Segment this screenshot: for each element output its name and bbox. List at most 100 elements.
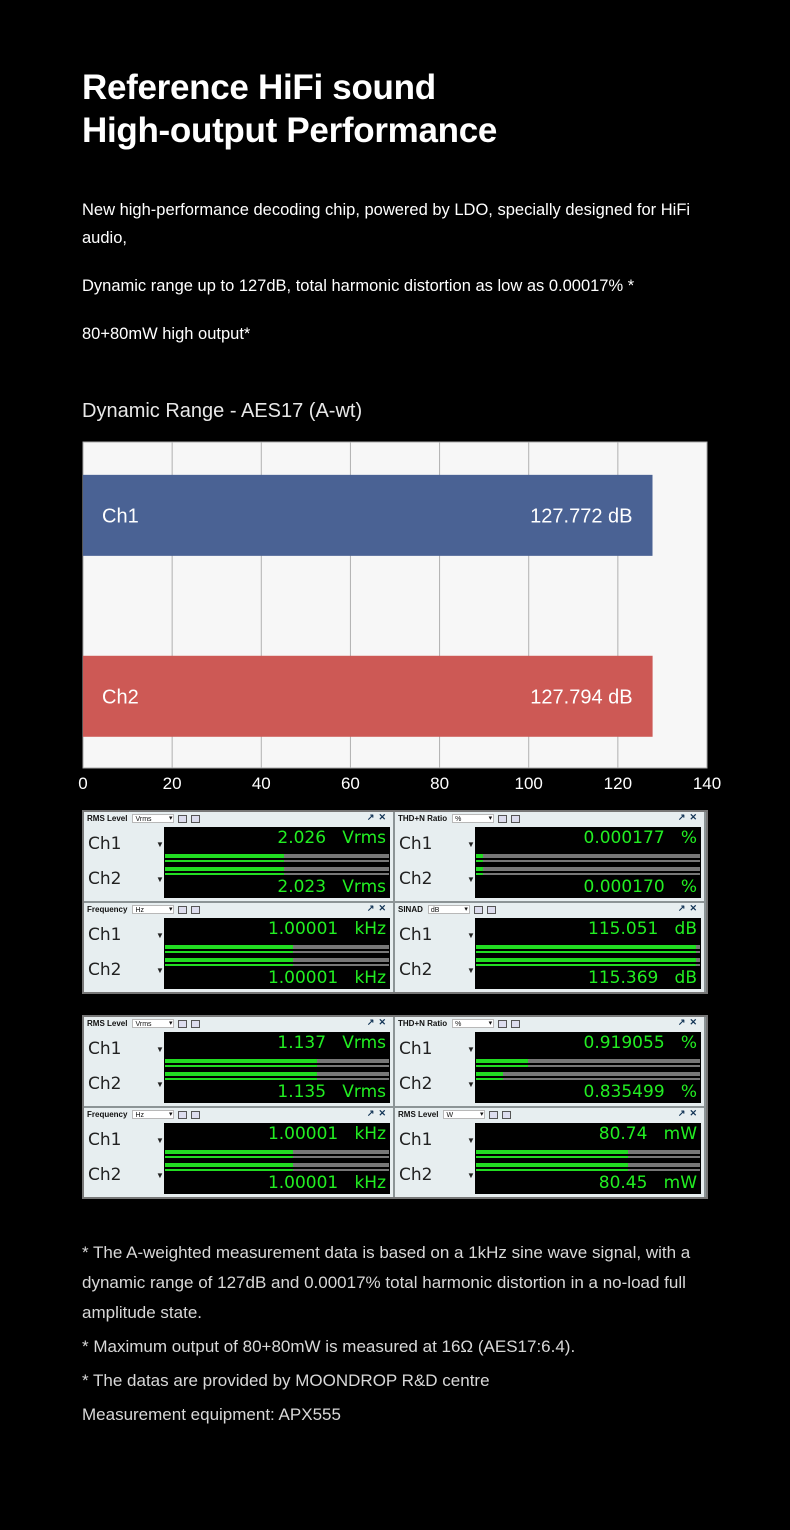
level-bar-fill xyxy=(165,867,284,871)
window-controls-icon[interactable]: ↗✕ xyxy=(366,903,390,913)
channel-label: Ch2 xyxy=(399,1074,433,1094)
unit-select[interactable]: dB xyxy=(427,905,470,914)
level-bar-fill xyxy=(476,1059,528,1063)
channel-dropdown-icon[interactable]: ▼ xyxy=(467,1171,475,1180)
unit-select[interactable]: % xyxy=(452,814,495,823)
meter-title: SINAD xyxy=(398,905,423,914)
level-bar xyxy=(165,1163,389,1167)
channel-label: Ch1 xyxy=(399,1039,433,1059)
intro-paragraph-2: Dynamic range up to 127dB, total harmoni… xyxy=(82,277,635,295)
settings-icon[interactable] xyxy=(498,1019,508,1028)
meter-readout: 1.00001 kHz xyxy=(267,968,386,988)
level-bar xyxy=(476,1150,700,1154)
bar-value-label: 127.772 dB xyxy=(530,505,632,527)
window-controls-icon[interactable]: ↗✕ xyxy=(677,1017,701,1027)
level-bar xyxy=(476,867,700,871)
unit-select[interactable]: % xyxy=(452,1019,495,1028)
meter-header: RMS Level Vrms ↗✕ xyxy=(84,812,393,825)
meter-header: Frequency Hz ↗✕ xyxy=(84,903,393,916)
unit-select[interactable]: Hz xyxy=(132,905,175,914)
window-controls-icon[interactable]: ↗✕ xyxy=(677,903,701,913)
bar-ch1 xyxy=(83,474,653,556)
level-bar xyxy=(165,1156,389,1158)
window-controls-icon[interactable]: ↗✕ xyxy=(366,1108,390,1118)
meter-readout: 0.919055 % xyxy=(583,1033,697,1053)
bar-category-label: Ch1 xyxy=(102,505,139,527)
options-icon[interactable] xyxy=(191,1110,201,1119)
meter-readout: 80.45 mW xyxy=(598,1173,697,1193)
unit-select[interactable]: Vrms xyxy=(132,1019,175,1028)
level-bar xyxy=(165,873,389,875)
level-bar-fill xyxy=(165,945,293,949)
meter-display: 2.026 Vrms 2.023 Vrms xyxy=(164,827,390,898)
level-bar xyxy=(165,1150,389,1154)
channel-dropdown-icon[interactable]: ▼ xyxy=(467,1045,475,1054)
level-bar-fill xyxy=(476,1072,503,1076)
window-controls-icon[interactable]: ↗✕ xyxy=(677,812,701,822)
channel-dropdown-icon[interactable]: ▼ xyxy=(467,840,475,849)
level-bar-fill xyxy=(165,1150,293,1154)
unit-select[interactable]: Hz xyxy=(132,1110,175,1119)
meter-title: THD+N Ratio xyxy=(398,1019,448,1028)
level-bar xyxy=(165,951,389,953)
channel-label: Ch1 xyxy=(399,1130,433,1150)
channel-dropdown-icon[interactable]: ▼ xyxy=(156,1045,164,1054)
channel-dropdown-icon[interactable]: ▼ xyxy=(156,1171,164,1180)
channel-label: Ch2 xyxy=(399,869,433,889)
level-bar xyxy=(165,964,389,966)
bar-ch2 xyxy=(83,655,653,737)
unit-select[interactable]: Vrms xyxy=(132,814,175,823)
level-bar xyxy=(476,1059,700,1063)
level-bar xyxy=(165,867,389,871)
footnote-2: * Maximum output of 80+80mW is measured … xyxy=(82,1337,576,1356)
options-icon[interactable] xyxy=(191,1019,201,1028)
settings-icon[interactable] xyxy=(178,905,188,914)
options-icon[interactable] xyxy=(511,1019,521,1028)
options-icon[interactable] xyxy=(486,905,496,914)
channel-dropdown-icon[interactable]: ▼ xyxy=(467,966,475,975)
settings-icon[interactable] xyxy=(178,1110,188,1119)
level-bar xyxy=(165,1065,389,1067)
channel-dropdown-icon[interactable]: ▼ xyxy=(156,875,164,884)
level-bar xyxy=(476,1065,700,1067)
level-bar xyxy=(165,1078,389,1080)
options-icon[interactable] xyxy=(191,905,201,914)
channel-dropdown-icon[interactable]: ▼ xyxy=(467,931,475,940)
settings-icon[interactable] xyxy=(473,905,483,914)
channel-dropdown-icon[interactable]: ▼ xyxy=(156,931,164,940)
level-bar-fill xyxy=(476,964,696,966)
channel-label: Ch1 xyxy=(399,834,433,854)
channel-dropdown-icon[interactable]: ▼ xyxy=(156,1080,164,1089)
window-controls-icon[interactable]: ↗✕ xyxy=(677,1108,701,1118)
settings-icon[interactable] xyxy=(489,1110,499,1119)
channel-dropdown-icon[interactable]: ▼ xyxy=(467,1136,475,1145)
meter-readout: 80.74 mW xyxy=(598,1124,697,1144)
level-bar-fill xyxy=(165,873,284,875)
meter-header: RMS Level W ↗✕ xyxy=(395,1108,704,1121)
settings-icon[interactable] xyxy=(178,814,188,823)
dynamic-range-chart: 0 20 40 60 80 100 120 140 Ch1 127.772 dB Ch2 127.79… xyxy=(78,441,721,793)
meter-window: THD+N Ratio% ↗✕ 0.000177 % 0.000170 % Ch1 ▼ Ch… xyxy=(395,812,704,901)
options-icon[interactable] xyxy=(191,814,201,823)
channel-label: Ch2 xyxy=(88,1165,122,1185)
meter-header: THD+N Ratio% ↗✕ xyxy=(395,812,704,825)
x-tick-label: 80 xyxy=(430,774,449,793)
channel-dropdown-icon[interactable]: ▼ xyxy=(156,840,164,849)
x-tick-label: 20 xyxy=(163,774,182,793)
channel-dropdown-icon[interactable]: ▼ xyxy=(467,875,475,884)
options-icon[interactable] xyxy=(502,1110,512,1119)
settings-icon[interactable] xyxy=(178,1019,188,1028)
unit-select[interactable]: W xyxy=(443,1110,486,1119)
level-bar xyxy=(476,873,700,875)
window-controls-icon[interactable]: ↗✕ xyxy=(366,1017,390,1027)
channel-dropdown-icon[interactable]: ▼ xyxy=(156,966,164,975)
window-controls-icon[interactable]: ↗✕ xyxy=(366,812,390,822)
channel-dropdown-icon[interactable]: ▼ xyxy=(467,1080,475,1089)
settings-icon[interactable] xyxy=(498,814,508,823)
meter-readout: 2.023 Vrms xyxy=(277,877,386,897)
channel-dropdown-icon[interactable]: ▼ xyxy=(156,1136,164,1145)
x-tick-label: 140 xyxy=(693,774,721,793)
level-bar xyxy=(165,945,389,949)
level-bar-fill xyxy=(165,860,284,862)
options-icon[interactable] xyxy=(511,814,521,823)
